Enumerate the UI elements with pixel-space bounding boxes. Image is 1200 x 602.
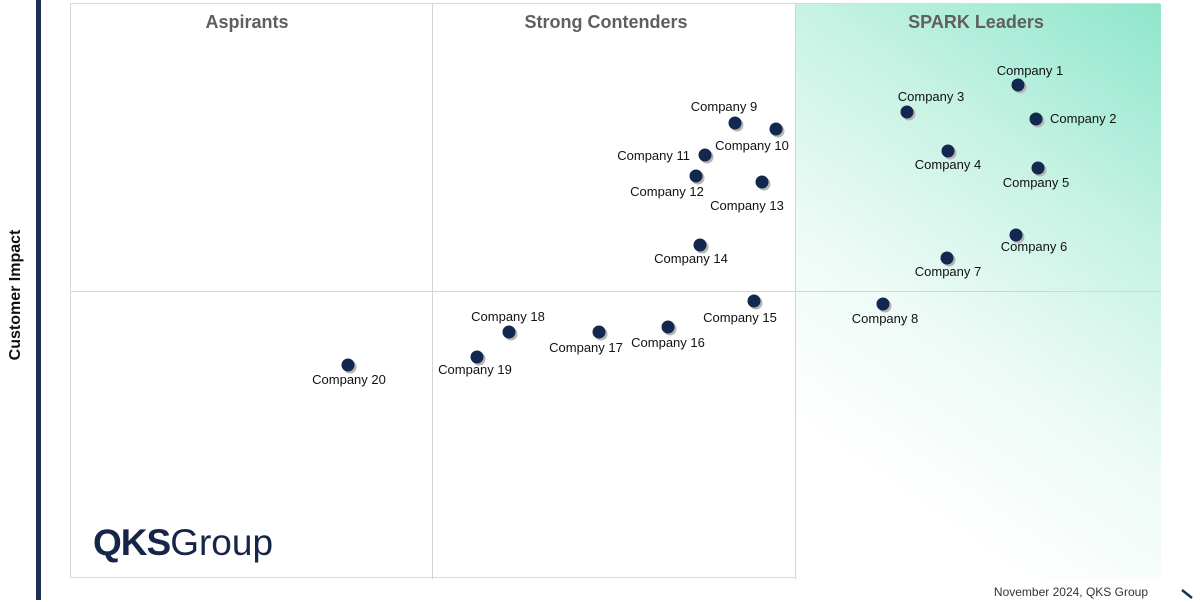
company-14-point-group: Company 14 (654, 238, 728, 266)
company-11-label: Company 11 (617, 148, 690, 163)
company-7-marker (940, 251, 954, 265)
company-19-point-group: Company 19 (438, 350, 512, 377)
company-12-marker (689, 169, 703, 183)
company-6-point-group: Company 6 (1001, 228, 1067, 254)
quadrant-title-aspirants: Aspirants (205, 12, 289, 32)
company-8-point-group: Company 8 (852, 297, 918, 326)
company-17-point-group: Company 17 (549, 325, 623, 355)
company-3-label: Company 3 (898, 89, 964, 104)
company-16-label: Company 16 (631, 335, 705, 350)
company-2-label: Company 2 (1050, 111, 1116, 126)
company-4-label: Company 4 (915, 157, 981, 172)
company-2-point-group: Company 2 (1029, 111, 1116, 128)
company-19-label: Company 19 (438, 362, 512, 377)
company-7-point-group: Company 7 (915, 251, 981, 279)
company-14-marker (693, 238, 707, 252)
company-10-point-group: Company 10 (715, 122, 789, 153)
company-15-label: Company 15 (703, 310, 777, 325)
company-1-marker (1011, 78, 1025, 92)
company-7-label: Company 7 (915, 264, 981, 279)
company-1-point-group: Company 1 (997, 63, 1063, 94)
horizontal-divider (71, 291, 1161, 292)
company-15-point-group: Company 15 (703, 294, 777, 325)
company-20-point-group: Company 20 (312, 358, 386, 387)
company-9-label: Company 9 (691, 99, 757, 114)
company-11-marker (698, 148, 712, 162)
logo-text-regular: Group (170, 522, 274, 563)
company-8-label: Company 8 (852, 311, 918, 326)
company-10-marker (769, 122, 783, 136)
company-13-marker (755, 175, 769, 189)
company-5-point-group: Company 5 (1003, 161, 1069, 190)
company-12-point-group: Company 12 (630, 169, 705, 199)
company-18-label: Company 18 (471, 309, 545, 324)
company-20-marker (341, 358, 355, 372)
qks-group-logo: QKSGroup (93, 522, 273, 564)
company-3-marker (900, 105, 914, 119)
company-15-marker (747, 294, 761, 308)
quadrant-title-strong-contenders: Strong Contenders (524, 12, 688, 32)
company-5-label: Company 5 (1003, 175, 1069, 190)
company-8-marker (876, 297, 890, 311)
company-9-marker (728, 116, 742, 130)
company-6-marker (1009, 228, 1023, 242)
quadrant-title-spark-leaders: SPARK Leaders (908, 12, 1044, 32)
company-17-marker (592, 325, 606, 339)
company-10-label: Company 10 (715, 138, 789, 153)
company-14-label: Company 14 (654, 251, 728, 266)
company-5-marker (1031, 161, 1045, 175)
company-16-point-group: Company 16 (631, 320, 705, 350)
company-20-label: Company 20 (312, 372, 386, 387)
company-6-label: Company 6 (1001, 239, 1067, 254)
company-13-point-group: Company 13 (710, 175, 784, 213)
logo-text-bold: QKS (93, 522, 171, 563)
company-16-marker (661, 320, 675, 334)
company-3-point-group: Company 3 (898, 89, 964, 121)
company-11-point-group: Company 11 (617, 148, 714, 164)
company-2-marker (1029, 112, 1043, 126)
company-18-point-group: Company 18 (471, 309, 545, 341)
company-19-marker (470, 350, 484, 364)
company-4-marker (941, 144, 955, 158)
company-13-label: Company 13 (710, 198, 784, 213)
company-9-point-group: Company 9 (691, 99, 757, 132)
company-17-label: Company 17 (549, 340, 623, 355)
chevron-arrow-icon (1181, 589, 1193, 599)
quadrant-plot: Aspirants Strong Contenders SPARK Leader… (70, 3, 1161, 579)
y-axis-line (36, 0, 41, 600)
footer-note: November 2024, QKS Group (993, 585, 1148, 599)
company-1-label: Company 1 (997, 63, 1063, 78)
company-18-marker (502, 325, 516, 339)
company-4-point-group: Company 4 (915, 144, 981, 172)
company-12-label: Company 12 (630, 184, 704, 199)
